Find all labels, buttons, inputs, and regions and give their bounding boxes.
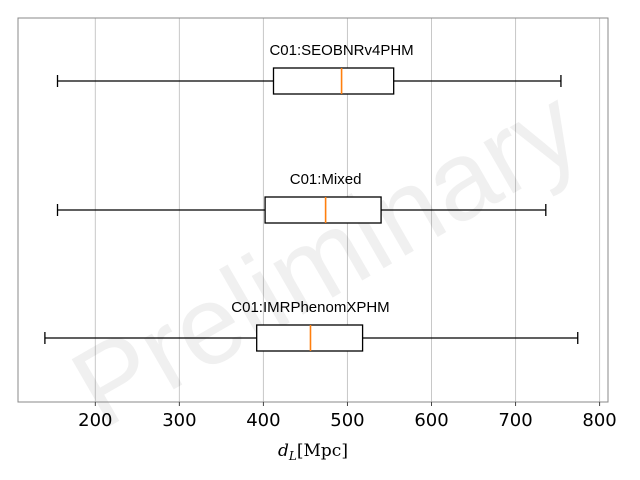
plot-frame [17, 17, 609, 403]
x-axis: 200 300 400 500 600 700 800 [78, 402, 617, 431]
box-label: C01:SEOBNRv4PHM [269, 42, 413, 59]
interquartile-box [256, 324, 364, 352]
box-series: C01:SEOBNRv4PHM C01:Mixed C01:IMRPhenomXPH… [44, 42, 579, 352]
x-tick-label: 400 [246, 410, 280, 431]
x-tick-label: 700 [498, 410, 532, 431]
x-tick-label: 200 [78, 410, 112, 431]
box-label: C01:IMRPhenomXPHM [231, 299, 389, 316]
x-tick-label: 500 [330, 410, 364, 431]
x-axis-label-unit: [Mpc] [297, 441, 348, 461]
box-label: C01:Mixed [290, 171, 362, 188]
box-plot-row: C01:Mixed [56, 171, 547, 224]
watermark-text: Preliminary [52, 63, 600, 451]
x-axis-label: dL[Mpc] [278, 441, 348, 463]
box-plot-row: C01:SEOBNRv4PHM [56, 42, 562, 95]
x-tick-label: 600 [414, 410, 448, 431]
box-plot-row: C01:IMRPhenomXPHM [44, 299, 579, 352]
interquartile-box [264, 196, 382, 224]
x-tick-label: 800 [582, 410, 616, 431]
x-axis-label-symbol: d [278, 441, 289, 461]
interquartile-box [272, 67, 395, 95]
x-axis-label-subscript: L [288, 449, 297, 463]
x-tick-label: 300 [162, 410, 196, 431]
